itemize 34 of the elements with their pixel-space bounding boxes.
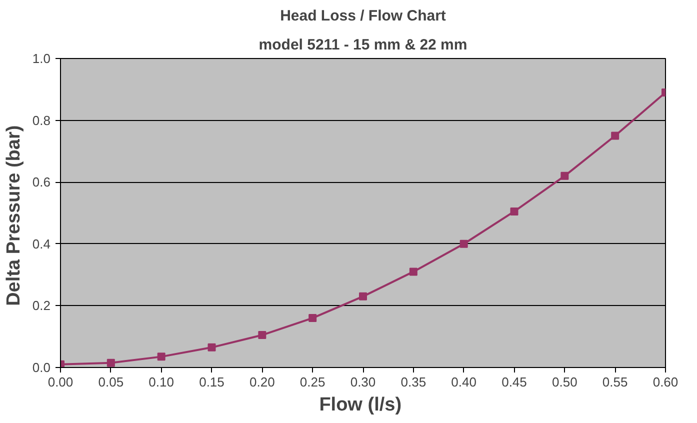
x-tick-label: 0.35 [400, 374, 426, 390]
point [106, 358, 115, 367]
x-tick-label: 0.45 [502, 374, 527, 390]
point [157, 352, 166, 361]
x-tick-label: 0.25 [300, 374, 326, 390]
x-tick-label: 0.05 [98, 374, 124, 390]
point [510, 207, 518, 216]
y-tick-label: 0.8 [32, 112, 51, 128]
x-tick-label: 0.30 [350, 374, 376, 390]
x-tick-label: 0.10 [148, 374, 174, 390]
point [560, 172, 569, 180]
x-tick-label: 0.20 [250, 374, 275, 390]
x-tick-label: 0.00 [48, 374, 74, 390]
chart-title: Head Loss / Flow Chart [280, 8, 446, 24]
x-axis-title: Flow (l/s) [319, 394, 402, 416]
y-tick-label: 1.0 [32, 51, 51, 66]
x-tick-label: 0.15 [199, 374, 224, 390]
x-tick-label: 0.40 [451, 374, 476, 390]
point [460, 240, 468, 248]
point [308, 314, 317, 322]
point [611, 132, 620, 140]
chart-subtitle: model 5211 - 15 mm & 22 mm [258, 36, 468, 54]
y-tick-label: 0.0 [32, 360, 51, 375]
x-tick-label: 0.60 [652, 374, 678, 390]
point [208, 343, 216, 352]
x-tick-label: 0.55 [602, 374, 628, 390]
y-axis-title: Delta Pressure (bar) [3, 125, 24, 306]
point [359, 292, 367, 300]
y-tick-label: 0.4 [32, 236, 51, 252]
x-tick-label: 0.50 [552, 374, 578, 390]
y-tick-label: 0.2 [32, 298, 51, 314]
point [409, 268, 418, 276]
point [258, 331, 266, 340]
y-tick-label: 0.6 [32, 174, 51, 190]
